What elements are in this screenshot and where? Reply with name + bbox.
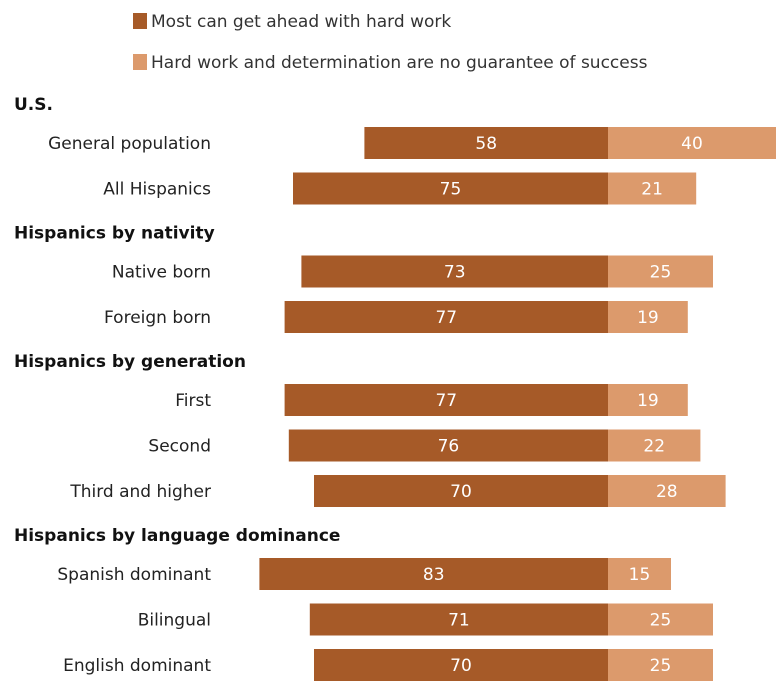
bar-value-hard-work: 77 xyxy=(435,308,457,328)
bar-value-no-guarantee: 15 xyxy=(629,565,651,585)
legend-label-1: Most can get ahead with hard work xyxy=(151,12,451,32)
bar-value-hard-work: 75 xyxy=(440,180,462,200)
group-label: U.S. xyxy=(14,95,53,115)
bar-no-guarantee xyxy=(608,172,697,205)
row-label: First xyxy=(175,391,211,411)
bar-value-no-guarantee: 40 xyxy=(681,134,703,154)
row-label: English dominant xyxy=(63,656,211,676)
group-label: Hispanics by language dominance xyxy=(14,526,340,546)
bar-hard-work xyxy=(288,429,608,462)
group-label: Hispanics by generation xyxy=(14,352,246,372)
row-label: Native born xyxy=(112,263,211,283)
row-label: General population xyxy=(48,134,211,154)
chart-rows: U.S. General population 58 40 All Hispanics 7… xyxy=(14,95,776,681)
bar-hard-work xyxy=(301,255,608,288)
bar-hard-work xyxy=(284,384,608,416)
bar-value-no-guarantee: 21 xyxy=(641,180,663,200)
bar-value-hard-work: 70 xyxy=(450,482,472,502)
bar-hard-work xyxy=(364,127,608,159)
bar-value-hard-work: 71 xyxy=(448,611,470,631)
bar-value-no-guarantee: 19 xyxy=(637,391,659,411)
bar-value-no-guarantee: 25 xyxy=(650,611,672,631)
row-label: Third and higher xyxy=(69,482,211,502)
bar-no-guarantee xyxy=(608,301,688,333)
bar-value-hard-work: 73 xyxy=(444,263,466,283)
bar-value-no-guarantee: 19 xyxy=(637,308,659,328)
bar-no-guarantee xyxy=(608,255,713,288)
bar-value-no-guarantee: 22 xyxy=(643,437,665,457)
bar-no-guarantee xyxy=(608,429,701,462)
bar-value-no-guarantee: 25 xyxy=(650,263,672,283)
bar-hard-work xyxy=(314,649,608,681)
bar-no-guarantee xyxy=(608,558,671,590)
bar-hard-work xyxy=(293,172,608,205)
bar-hard-work xyxy=(309,603,608,636)
row-label: Second xyxy=(148,437,211,457)
bar-value-hard-work: 77 xyxy=(435,391,457,411)
bar-value-hard-work: 58 xyxy=(475,134,497,154)
bar-value-no-guarantee: 28 xyxy=(656,482,678,502)
legend-label-2: Hard work and determination are no guara… xyxy=(151,53,648,73)
bar-no-guarantee xyxy=(608,649,713,681)
bar-hard-work xyxy=(314,475,608,507)
legend-swatch-1 xyxy=(133,13,147,29)
bar-no-guarantee xyxy=(608,384,688,416)
row-label: Bilingual xyxy=(138,611,211,631)
bar-no-guarantee xyxy=(608,127,776,159)
bar-hard-work xyxy=(259,558,608,590)
row-label: Foreign born xyxy=(104,308,211,328)
bar-value-hard-work: 83 xyxy=(423,565,445,585)
group-label: Hispanics by nativity xyxy=(14,224,215,244)
row-label: Spanish dominant xyxy=(57,565,211,585)
legend-swatch-2 xyxy=(133,54,147,70)
legend: Most can get ahead with hard work Hard wo… xyxy=(133,12,648,73)
row-label: All Hispanics xyxy=(103,180,211,200)
bar-hard-work xyxy=(284,301,608,333)
bar-value-hard-work: 76 xyxy=(438,437,460,457)
bar-value-hard-work: 70 xyxy=(450,656,472,676)
bar-no-guarantee xyxy=(608,603,713,636)
bar-value-no-guarantee: 25 xyxy=(650,656,672,676)
bar-no-guarantee xyxy=(608,475,726,507)
